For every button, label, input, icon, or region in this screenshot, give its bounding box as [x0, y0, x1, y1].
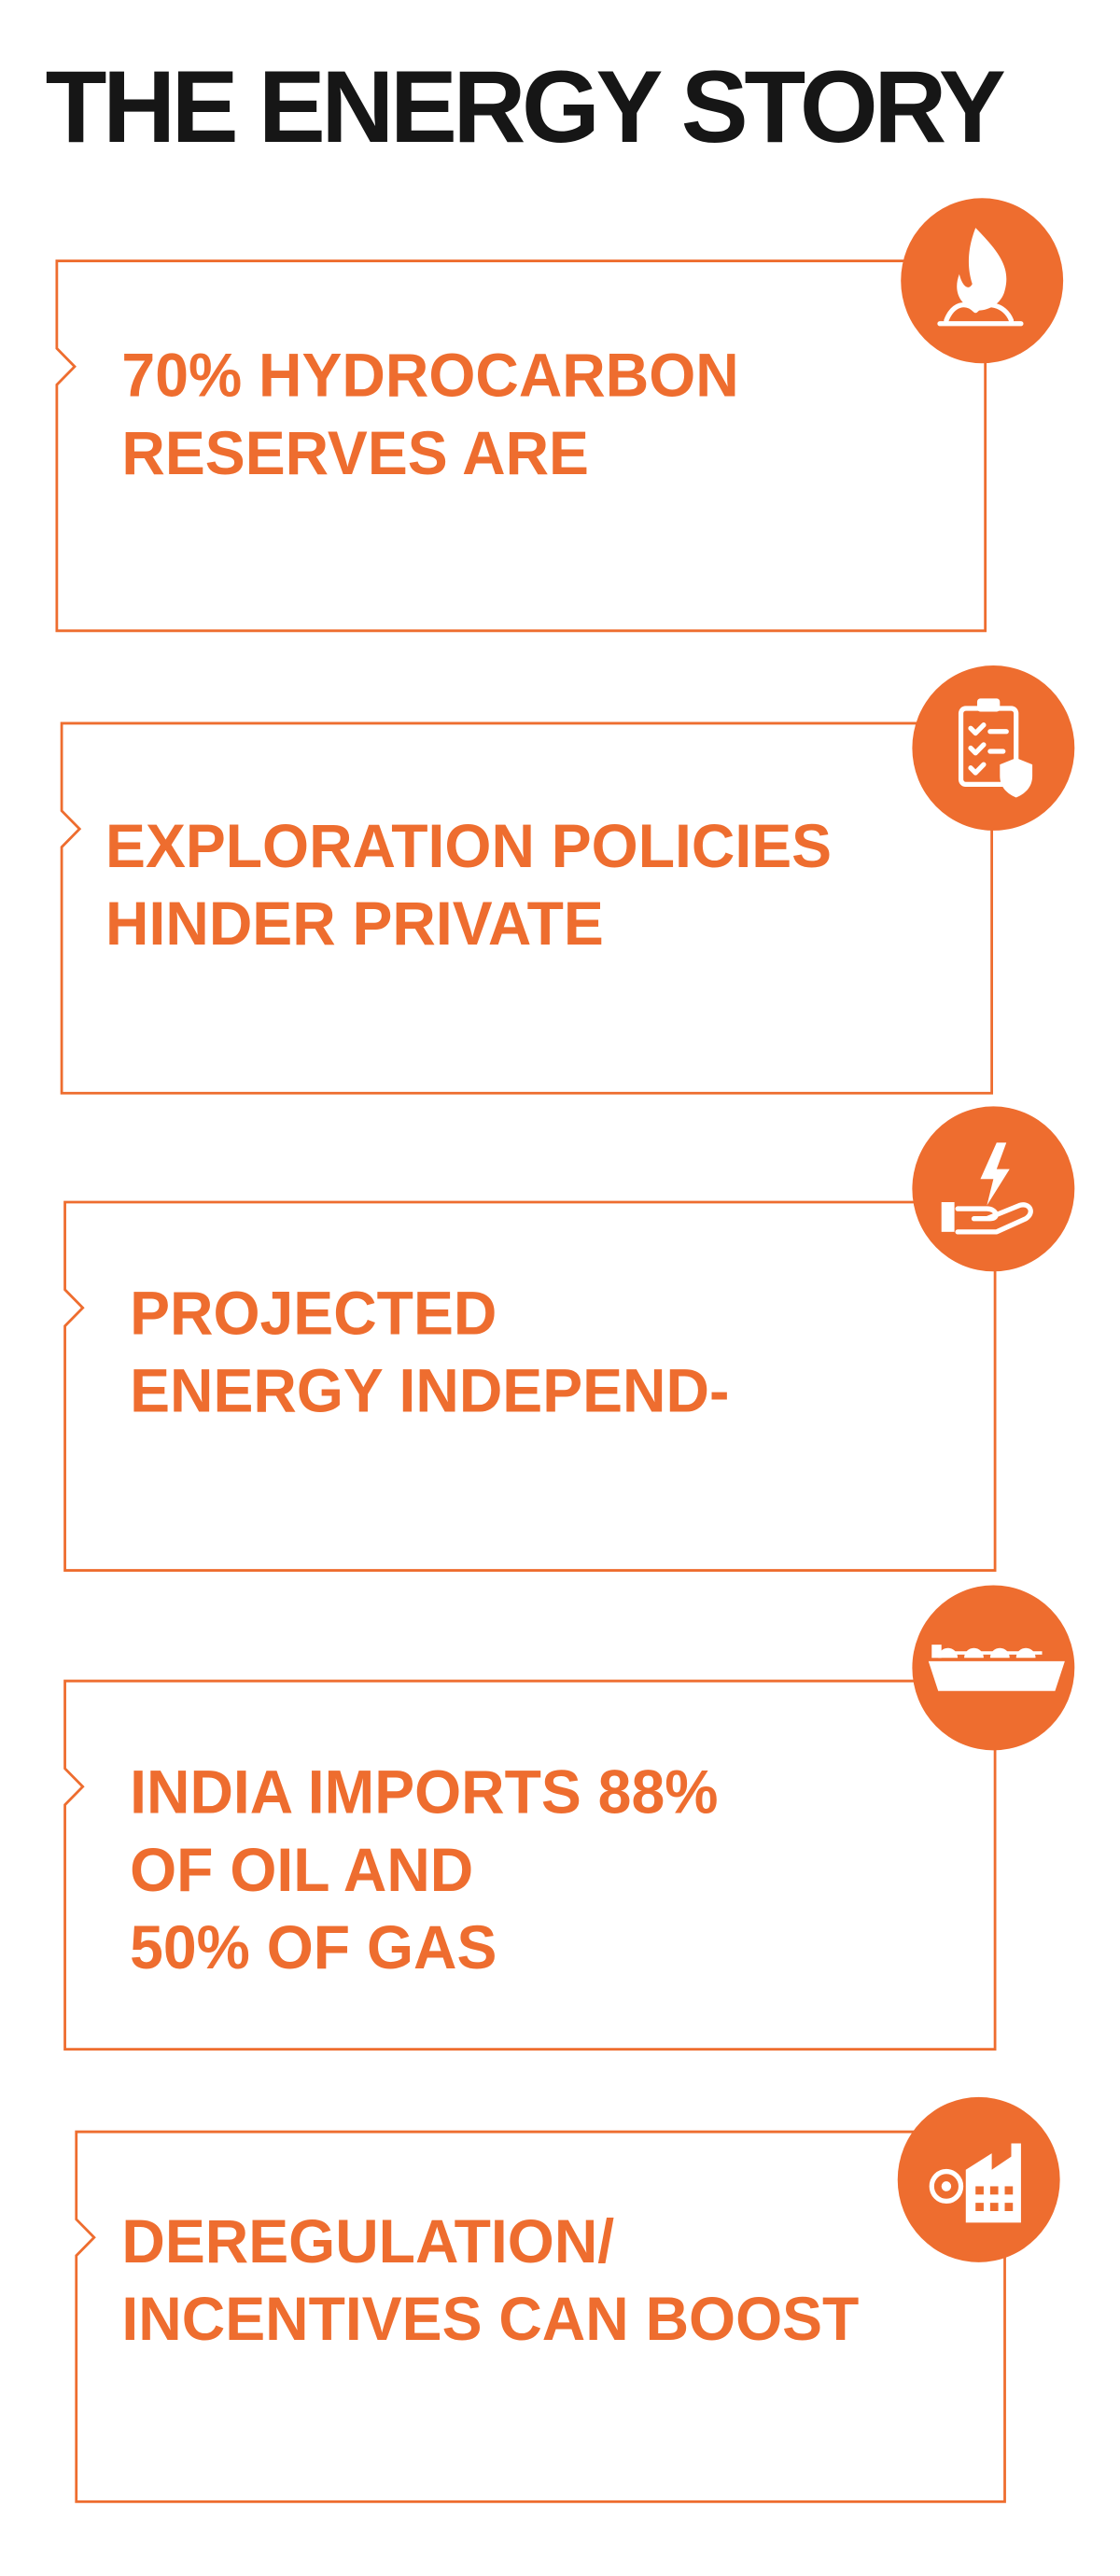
card-text: OF OIL AND: [130, 1835, 473, 1904]
card: PROJECTED ENERGY INDEPEND-: [63, 1106, 1075, 1572]
card-text: EXPLORATION POLICIES: [105, 811, 832, 880]
card-text: ENERGY INDEPEND-: [130, 1356, 729, 1425]
card-text: HINDER PRIVATE: [105, 889, 604, 958]
card: INDIA IMPORTS 88% OF OIL AND 50% OF GAS: [63, 1585, 1075, 2051]
page-title: THE ENERGY STORY: [46, 50, 1005, 164]
icon-ship: [928, 1645, 1065, 1691]
card-text: 70% HYDROCARBON: [121, 341, 738, 410]
icon-hand-bolt: [941, 1142, 1033, 1235]
icon-clipboard: [958, 698, 1033, 798]
card-text: RESERVES ARE: [121, 418, 589, 487]
card: 70% HYDROCARBON RESERVES ARE: [55, 198, 1064, 633]
icon-flame: [937, 228, 1024, 327]
card-text: PROJECTED: [130, 1279, 497, 1348]
card: DEREGULATION/INCENTIVES CAN BOOST: [75, 2096, 1060, 2503]
cards: 70% HYDROCARBON RESERVES ARE EXPLORATION P…: [55, 198, 1075, 2503]
card: EXPLORATION POLICIES HINDER PRIVATE: [60, 665, 1075, 1095]
card-text: INCENTIVES CAN BOOST: [121, 2284, 859, 2353]
card-text: INDIA IMPORTS 88%: [130, 1757, 718, 1827]
card-text: DEREGULATION/: [121, 2206, 614, 2275]
icons: [928, 228, 1065, 2223]
icon-badge: [912, 665, 1075, 831]
card-text: 50% OF GAS: [130, 1912, 497, 1981]
icon-factory: [929, 2143, 1021, 2223]
